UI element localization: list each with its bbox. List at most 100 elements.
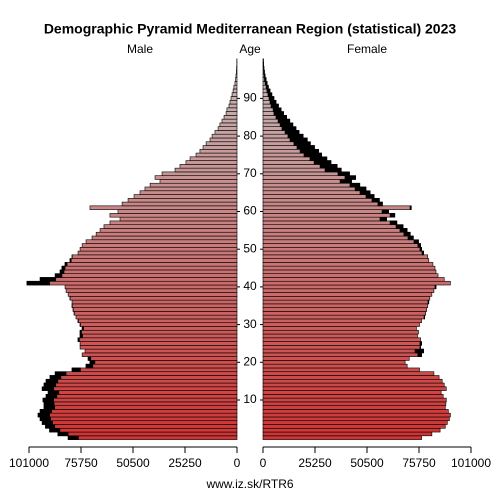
bar — [262, 378, 443, 384]
bar — [41, 386, 238, 391]
surplus-bar — [64, 262, 68, 267]
bar — [69, 296, 238, 301]
y-tick-label: 20 — [243, 354, 257, 368]
bar — [262, 258, 430, 263]
bar — [262, 356, 410, 361]
y-tick-label: 80 — [243, 128, 257, 142]
bar — [262, 209, 389, 214]
bar — [262, 390, 442, 395]
surplus-bar — [266, 88, 271, 94]
bar — [26, 280, 238, 286]
bar — [262, 345, 421, 350]
bar — [91, 235, 238, 241]
surplus-bar — [275, 115, 287, 120]
surplus-bar — [47, 390, 60, 395]
surplus-bar — [389, 220, 398, 225]
bar — [95, 231, 238, 237]
surplus-bar — [57, 431, 69, 437]
bar — [73, 311, 238, 316]
bar — [119, 216, 238, 222]
bar — [230, 96, 238, 101]
y-axis-label: Age — [239, 42, 261, 56]
bar — [262, 333, 418, 339]
x-tick-label: 101000 — [9, 456, 49, 470]
bar — [262, 228, 408, 233]
bar — [233, 84, 238, 90]
bar — [262, 231, 411, 237]
bar — [262, 220, 398, 225]
surplus-bar — [399, 228, 408, 233]
surplus-bar — [41, 386, 55, 391]
x-tick-label: 0 — [234, 456, 241, 470]
bar — [43, 382, 238, 388]
legend-female: Female — [347, 42, 387, 56]
bar — [228, 103, 238, 109]
surplus-bar — [268, 96, 275, 101]
bar — [262, 284, 437, 290]
y-tick-label: 60 — [243, 204, 257, 218]
bar — [81, 243, 238, 248]
surplus-bar — [381, 209, 389, 214]
y-tick-label: 50 — [243, 241, 257, 255]
bar — [262, 262, 434, 267]
bar — [67, 435, 238, 440]
bar — [81, 326, 238, 331]
bar — [61, 265, 238, 271]
surplus-bar — [265, 84, 269, 90]
bar — [262, 201, 383, 207]
bar — [71, 299, 238, 305]
bar — [45, 394, 238, 399]
surplus-bar — [293, 141, 311, 146]
bar — [262, 360, 406, 365]
bar — [231, 92, 238, 97]
bar — [262, 243, 421, 248]
bar — [219, 122, 238, 127]
bar — [54, 273, 238, 278]
bar — [262, 412, 451, 418]
surplus-bar — [409, 205, 412, 210]
bar — [262, 250, 424, 256]
bar — [149, 182, 238, 188]
surplus-bar — [263, 69, 265, 75]
bar — [99, 228, 238, 233]
bar — [117, 209, 238, 214]
bar — [262, 311, 426, 316]
surplus-bar — [414, 348, 424, 354]
surplus-bar — [67, 435, 79, 440]
bar — [71, 254, 238, 259]
bar — [154, 175, 238, 180]
surplus-bar — [41, 420, 53, 425]
y-tick-label: 40 — [243, 279, 257, 293]
bar — [262, 322, 420, 327]
bar — [235, 77, 238, 82]
surplus-bar — [284, 130, 300, 135]
bar — [39, 409, 238, 414]
bar — [41, 420, 238, 425]
bar — [262, 341, 422, 346]
surplus-bar — [389, 213, 396, 218]
bar — [89, 360, 238, 365]
bar — [221, 118, 238, 124]
bar — [262, 348, 424, 354]
bar — [262, 216, 387, 222]
bar — [262, 307, 428, 312]
surplus-bar — [423, 314, 425, 320]
bar — [71, 303, 238, 308]
x-tick-label: 75750 — [64, 456, 98, 470]
bar — [262, 435, 422, 440]
x-tick-label: 101000 — [451, 456, 491, 470]
surplus-bar — [339, 179, 352, 184]
bar — [262, 431, 433, 437]
bar — [226, 107, 238, 112]
bar — [185, 160, 238, 165]
bar — [42, 397, 238, 403]
surplus-bar — [264, 81, 268, 86]
bar — [262, 427, 441, 433]
y-tick-label: 10 — [243, 392, 257, 406]
surplus-bar — [89, 360, 96, 365]
bar — [64, 262, 238, 267]
surplus-bar — [269, 99, 277, 105]
bar — [121, 201, 238, 207]
surplus-bar — [85, 363, 94, 369]
